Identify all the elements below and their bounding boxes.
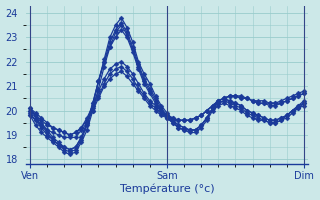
X-axis label: Température (°c): Température (°c) xyxy=(120,184,214,194)
